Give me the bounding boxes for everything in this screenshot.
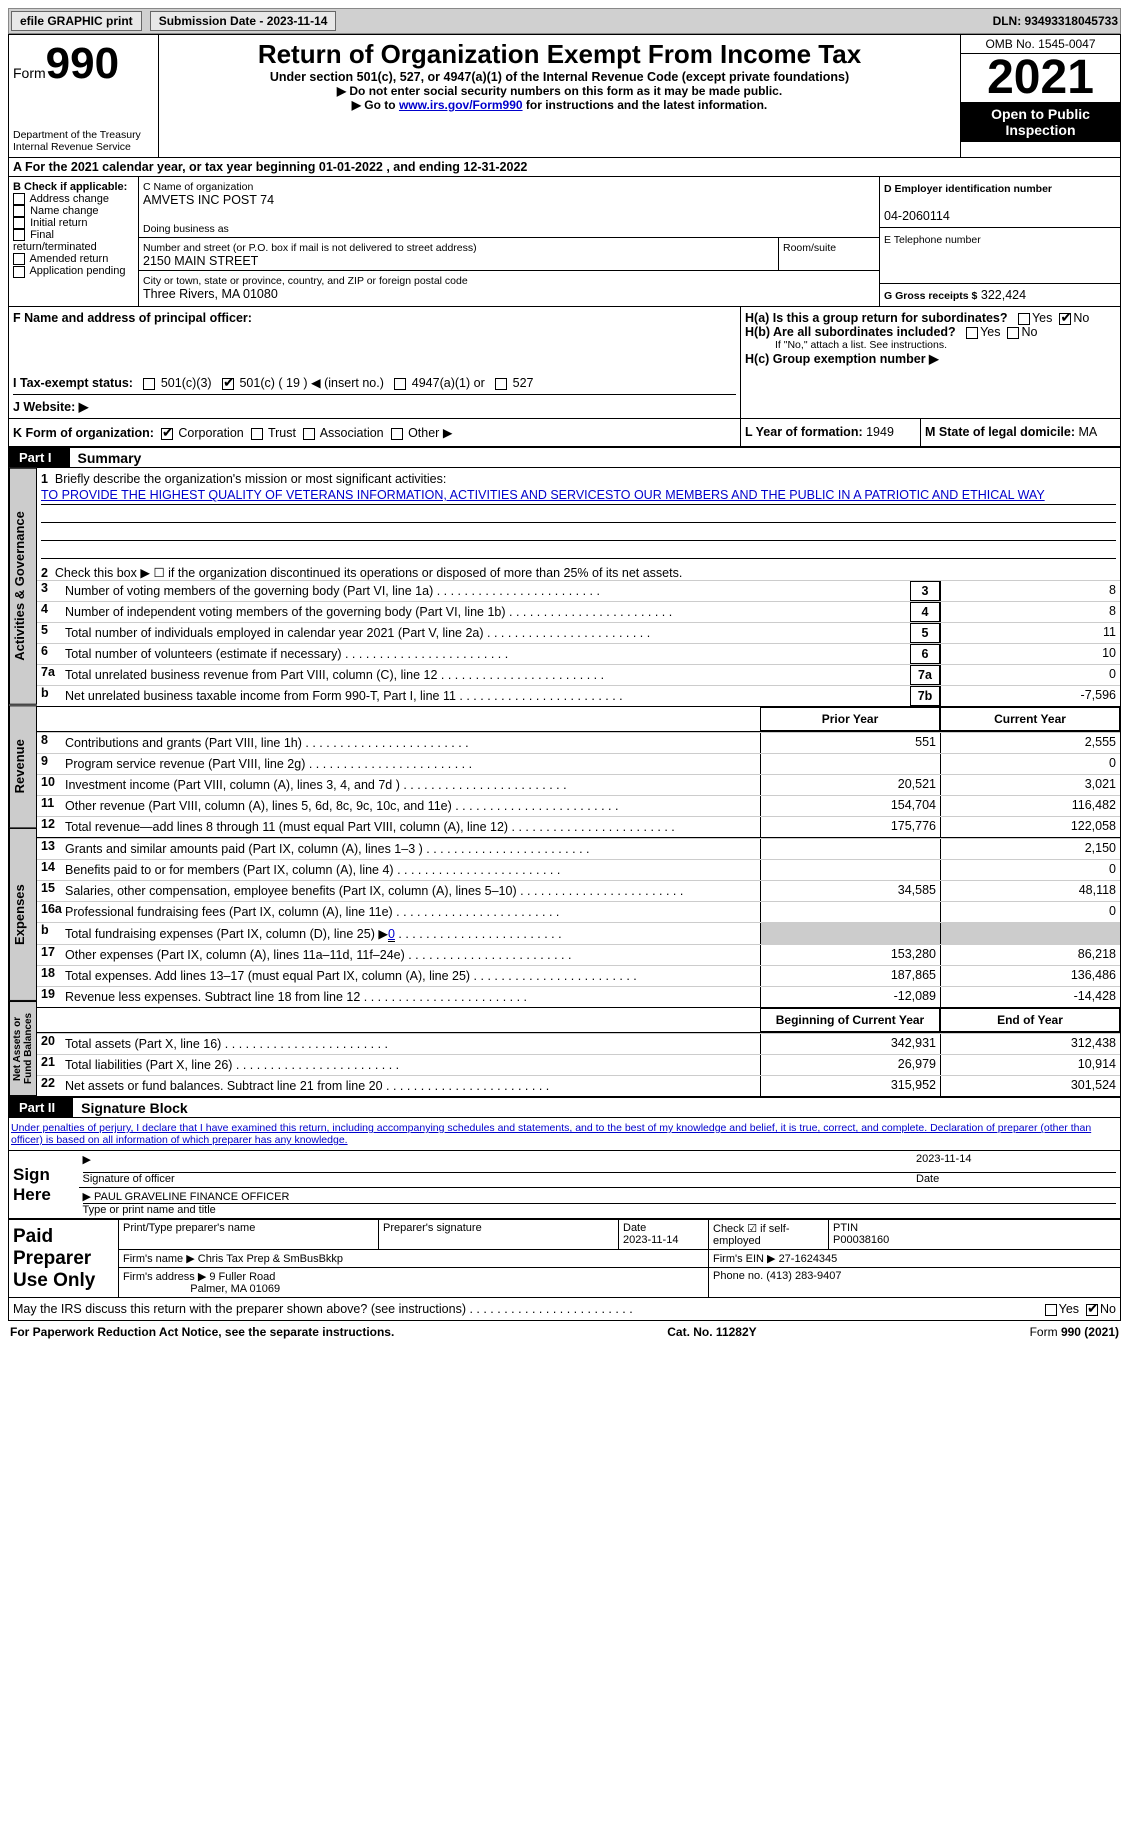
summary-line: 10 Investment income (Part VIII, column … (37, 774, 1120, 795)
form-header: Form990 Department of the Treasury Inter… (8, 34, 1121, 158)
dept-treasury: Department of the Treasury (13, 129, 154, 141)
instr-link: ▶ Go to www.irs.gov/Form990 for instruct… (167, 98, 952, 112)
summary-line: b Total fundraising expenses (Part IX, c… (37, 922, 1120, 944)
summary-line: 20 Total assets (Part X, line 16) 342,93… (37, 1033, 1120, 1054)
form-number: 990 (46, 39, 119, 88)
summary-line: 15 Salaries, other compensation, employe… (37, 880, 1120, 901)
efile-print-button[interactable]: efile GRAPHIC print (11, 11, 142, 31)
street-address: 2150 MAIN STREET (143, 254, 258, 268)
toolbar: efile GRAPHIC print Submission Date - 20… (8, 8, 1121, 34)
h-c: H(c) Group exemption number ▶ (745, 351, 1116, 366)
discuss-no-checkbox[interactable] (1086, 1304, 1098, 1316)
summary-line: 3 Number of voting members of the govern… (37, 580, 1120, 601)
part1-body: Activities & Governance Revenue Expenses… (8, 468, 1121, 1097)
gross-receipts: 322,424 (981, 288, 1026, 302)
section-i: I Tax-exempt status: 501(c)(3) 501(c) ( … (13, 375, 736, 390)
part2-header: Part II Signature Block (8, 1097, 1121, 1118)
firm-addr1: 9 Fuller Road (209, 1271, 275, 1283)
tab-revenue: Revenue (9, 705, 37, 828)
summary-line: 11 Other revenue (Part VIII, column (A),… (37, 795, 1120, 816)
identity-block: B Check if applicable: Address change Na… (8, 177, 1121, 307)
summary-line: 12 Total revenue—add lines 8 through 11 … (37, 816, 1120, 837)
h-a: H(a) Is this a group return for subordin… (745, 311, 1116, 325)
instr-ssn: ▶ Do not enter social security numbers o… (167, 84, 952, 98)
summary-line: 14 Benefits paid to or for members (Part… (37, 859, 1120, 880)
officer-name: PAUL GRAVELINE FINANCE OFFICER (94, 1191, 289, 1203)
line-a: A For the 2021 calendar year, or tax yea… (8, 158, 1121, 177)
year-formation: 1949 (866, 425, 894, 439)
part1-header: Part I Summary (8, 447, 1121, 468)
summary-line: 4 Number of independent voting members o… (37, 601, 1120, 622)
irs-link[interactable]: www.irs.gov/Form990 (399, 98, 523, 112)
summary-line: 22 Net assets or fund balances. Subtract… (37, 1075, 1120, 1096)
form-title: Return of Organization Exempt From Incom… (167, 39, 952, 70)
f-h-block: F Name and address of principal officer:… (8, 307, 1121, 419)
section-j: J Website: ▶ (13, 394, 736, 414)
tab-governance: Activities & Governance (9, 468, 37, 705)
corp-checkbox[interactable] (161, 428, 173, 440)
k-l-m-block: K Form of organization: Corporation Trus… (8, 419, 1121, 447)
tab-netassets: Net Assets or Fund Balances (9, 1001, 37, 1096)
submission-date-button[interactable]: Submission Date - 2023-11-14 (150, 11, 337, 31)
signature-block: Sign Here ▶ 2023-11-14 Signature of offi… (8, 1150, 1121, 1219)
section-b: B Check if applicable: Address change Na… (9, 177, 139, 306)
form-subtitle: Under section 501(c), 527, or 4947(a)(1)… (167, 70, 952, 84)
firm-ein: 27-1624345 (779, 1253, 838, 1265)
c-name-label: C Name of organization (143, 181, 253, 193)
irs-label: Internal Revenue Service (13, 141, 154, 153)
dln-label: DLN: 93493318045733 (993, 14, 1118, 28)
tax-status-501c-checkbox[interactable] (222, 378, 234, 390)
firm-addr2: Palmer, MA 01069 (190, 1283, 280, 1295)
section-f: F Name and address of principal officer: (13, 311, 736, 325)
may-irs-discuss: May the IRS discuss this return with the… (8, 1298, 1121, 1321)
state-domicile: MA (1079, 425, 1098, 439)
ha-no-checkbox[interactable] (1059, 313, 1071, 325)
prep-date: 2023-11-14 (623, 1234, 678, 1246)
firm-phone: (413) 283-9407 (766, 1270, 841, 1282)
summary-line: 16a Professional fundraising fees (Part … (37, 901, 1120, 922)
summary-line: 13 Grants and similar amounts paid (Part… (37, 838, 1120, 859)
h-b: H(b) Are all subordinates included? Yes … (745, 325, 1116, 339)
summary-line: 21 Total liabilities (Part X, line 26) 2… (37, 1054, 1120, 1075)
city-state-zip: Three Rivers, MA 01080 (143, 287, 278, 301)
summary-line: 18 Total expenses. Add lines 13–17 (must… (37, 965, 1120, 986)
mission-text: TO PROVIDE THE HIGHEST QUALITY OF VETERA… (41, 486, 1116, 505)
form-word: Form (13, 65, 46, 81)
ptin: P00038160 (833, 1234, 889, 1246)
firm-name: Chris Tax Prep & SmBusBkkp (198, 1253, 343, 1265)
open-inspection: Open to PublicInspection (961, 102, 1120, 142)
summary-line: 5 Total number of individuals employed i… (37, 622, 1120, 643)
summary-line: 19 Revenue less expenses. Subtract line … (37, 986, 1120, 1007)
paid-preparer-block: Paid Preparer Use Only Print/Type prepar… (8, 1219, 1121, 1298)
summary-line: 6 Total number of volunteers (estimate i… (37, 643, 1120, 664)
org-name: AMVETS INC POST 74 (143, 193, 274, 207)
summary-line: 17 Other expenses (Part IX, column (A), … (37, 944, 1120, 965)
summary-line: b Net unrelated business taxable income … (37, 685, 1120, 706)
sig-date: 2023-11-14 (916, 1153, 1116, 1172)
ein: 04-2060114 (884, 209, 950, 223)
perjury-declaration: Under penalties of perjury, I declare th… (8, 1118, 1121, 1150)
dba-label: Doing business as (143, 223, 229, 235)
tax-year: 2021 (961, 54, 1120, 102)
summary-line: 9 Program service revenue (Part VIII, li… (37, 753, 1120, 774)
tab-expenses: Expenses (9, 828, 37, 1001)
page-footer: For Paperwork Reduction Act Notice, see … (8, 1321, 1121, 1343)
summary-line: 7a Total unrelated business revenue from… (37, 664, 1120, 685)
summary-line: 8 Contributions and grants (Part VIII, l… (37, 732, 1120, 753)
